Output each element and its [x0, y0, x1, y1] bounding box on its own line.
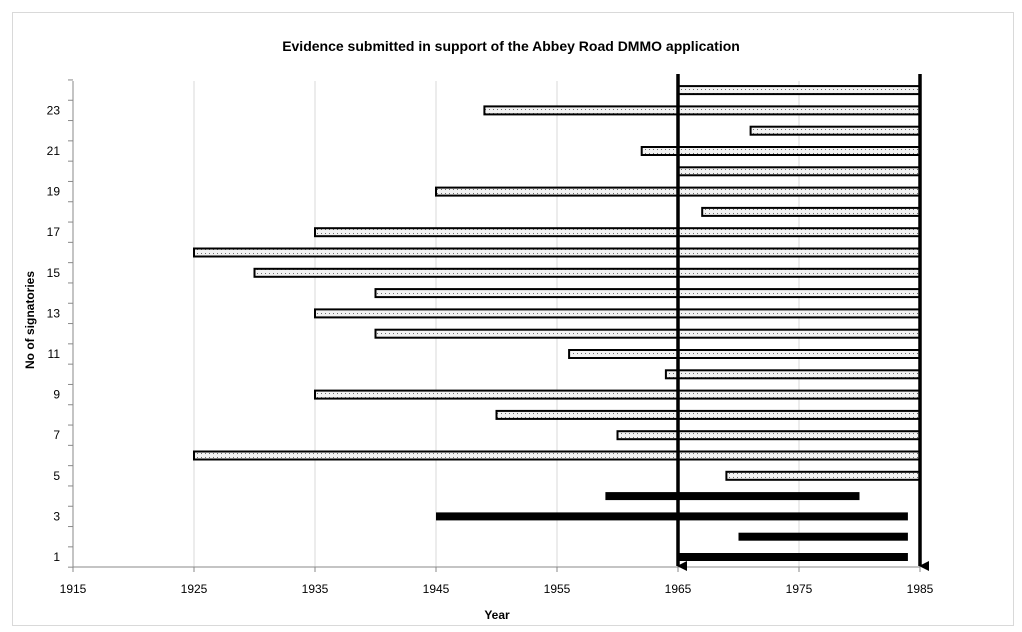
- reference-lines: [676, 74, 929, 571]
- bar-row-13: [314, 308, 921, 319]
- y-tick-label: 7: [53, 428, 60, 442]
- bar-row-18: [701, 206, 922, 217]
- bar-row-9: [314, 389, 921, 400]
- bar-row-14: [374, 288, 921, 299]
- bar-row-11: [568, 349, 921, 359]
- x-tick-label: 1985: [907, 582, 934, 596]
- y-tick-label: 13: [47, 306, 61, 320]
- bar-row-16: [193, 247, 921, 258]
- y-tick-label: 1: [53, 550, 60, 564]
- chart-title: Evidence submitted in support of the Abb…: [282, 38, 740, 54]
- bar-row-2: [738, 532, 908, 541]
- x-axis-title: Year: [484, 608, 510, 622]
- bar-row-3: [436, 512, 908, 521]
- x-tick-label: 1955: [544, 582, 571, 596]
- x-tick-label: 1925: [181, 582, 208, 596]
- y-tick-label: 17: [47, 225, 61, 239]
- x-tick-labels: 1915 1925 1935 1945 1955 1965 1975 1985: [60, 582, 934, 596]
- x-tick-label: 1945: [423, 582, 450, 596]
- bar-row-21: [640, 146, 921, 156]
- y-tick-label: 23: [47, 103, 61, 117]
- x-tick-label: 1965: [665, 582, 692, 596]
- bar-row-10: [664, 369, 922, 380]
- bar-row-15: [253, 267, 921, 278]
- bar-row-12: [374, 328, 921, 339]
- y-tick-label: 21: [47, 144, 61, 158]
- y-tick-label: 9: [53, 388, 60, 402]
- y-tick-label: 3: [53, 509, 60, 523]
- bar-row-17: [314, 227, 921, 238]
- bar-row-24: [677, 85, 921, 96]
- x-tick-label: 1915: [60, 582, 87, 596]
- bar-row-22: [749, 125, 921, 136]
- bar-row-20: [677, 166, 921, 177]
- bar-row-5: [725, 470, 922, 481]
- bar-row-6: [193, 450, 921, 461]
- y-tick-label: 11: [48, 347, 61, 361]
- bar-row-1: [678, 553, 908, 561]
- x-tick-label: 1935: [302, 582, 329, 596]
- axes: [68, 79, 921, 572]
- bar-row-23: [483, 105, 921, 116]
- bar-row-8: [495, 409, 921, 420]
- bar-row-7: [616, 430, 921, 441]
- x-tick-label: 1975: [786, 582, 813, 596]
- bar-row-4: [605, 492, 860, 501]
- y-tick-label: 15: [47, 266, 61, 280]
- y-tick-label: 5: [53, 469, 60, 483]
- y-tick-label: 19: [47, 185, 61, 199]
